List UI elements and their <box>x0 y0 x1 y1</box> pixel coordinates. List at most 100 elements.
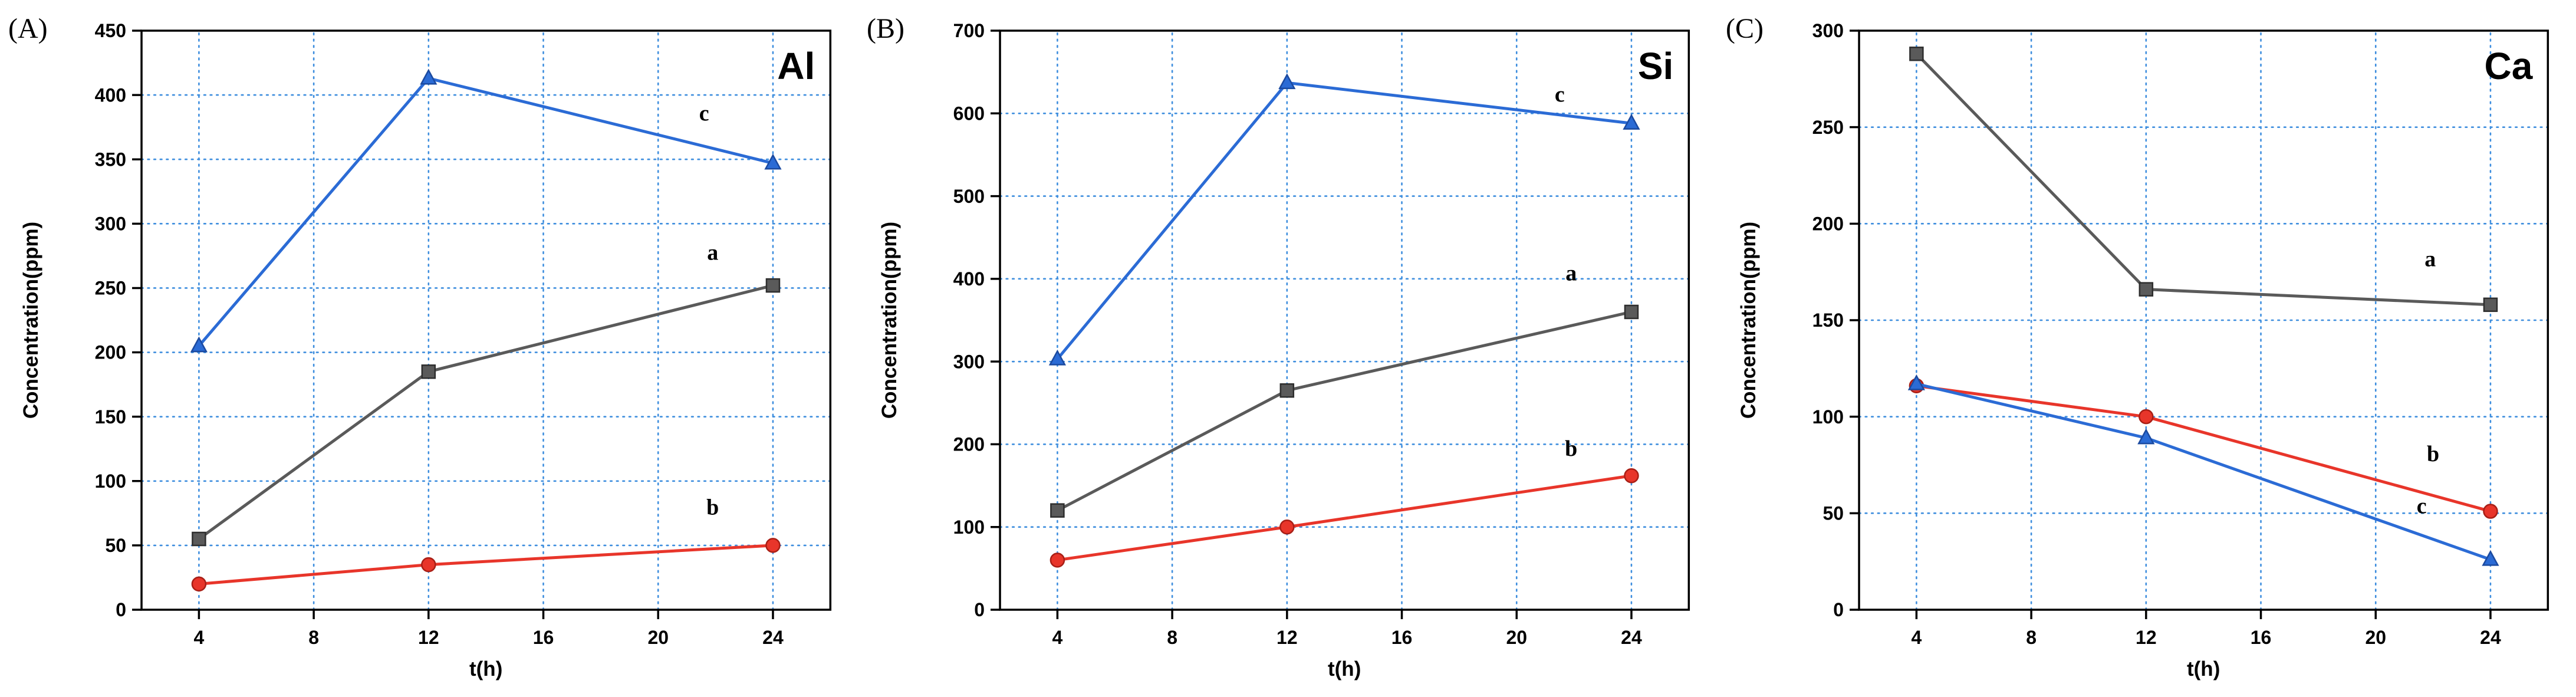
series-a-markers <box>1050 304 1639 518</box>
marker-triangle-icon <box>2137 428 2155 445</box>
series-c-markers <box>1049 73 1640 366</box>
y-tick-label: 250 <box>1812 117 1843 138</box>
y-tick-label: 150 <box>1812 310 1843 331</box>
x-tick-label: 24 <box>2480 627 2501 648</box>
marker-triangle-icon <box>1049 349 1067 366</box>
marker-circle-icon <box>1279 519 1295 535</box>
marker-square-icon <box>765 278 781 293</box>
marker-triangle-icon <box>420 68 437 85</box>
y-tick-label: 100 <box>1812 406 1843 428</box>
panel-background <box>858 0 1718 697</box>
chart-panel-ca: 4 8 12 16 20 24 0 50 100 150 200 250 300 t(h) Concentr… <box>1717 0 2576 697</box>
tick-labels: 4 8 12 16 20 24 0 50 100 150 200 250 300 <box>1812 20 2501 648</box>
marker-square-icon <box>1279 383 1295 398</box>
y-tick-label: 50 <box>1822 503 1844 524</box>
panel-label: (C) <box>1726 13 1764 44</box>
series-b-label: b <box>2427 442 2439 466</box>
marker-square-icon <box>1909 47 1924 61</box>
marker-triangle-icon <box>190 336 208 353</box>
series-c-label: c <box>2416 494 2426 518</box>
axis-ticks <box>991 29 1633 619</box>
axis-ticks <box>1849 29 2492 619</box>
y-axis-label: Concentration(ppm) <box>1737 222 1760 419</box>
marker-circle-icon <box>2482 504 2498 519</box>
series-a-markers <box>192 278 781 547</box>
panel-label: (B) <box>867 13 904 44</box>
series-b-label: b <box>1565 436 1577 461</box>
y-axis-label: Concentration(ppm) <box>878 222 901 419</box>
marker-triangle-icon <box>764 153 782 170</box>
plot-frame <box>140 29 832 611</box>
marker-square-icon <box>2483 297 2498 313</box>
marker-circle-icon <box>1050 553 1065 568</box>
x-tick-label: 24 <box>762 627 784 648</box>
series-b-label: b <box>706 495 719 520</box>
chart-title: Si <box>1638 45 1673 87</box>
marker-circle-icon <box>421 557 436 573</box>
y-tick-label: 100 <box>953 517 985 538</box>
marker-square-icon <box>2139 282 2153 297</box>
plot-frame <box>999 29 1690 611</box>
y-tick-label: 400 <box>953 268 985 290</box>
series-b-markers <box>191 538 781 592</box>
x-tick-label: 24 <box>1621 627 1642 648</box>
y-tick-label: 600 <box>953 103 985 124</box>
marker-square-icon <box>1050 503 1065 518</box>
series-c-markers <box>1907 374 2499 566</box>
chart-panel-al: 4 8 12 16 20 24 0 50 100 150 200 250 300 350 400 450 t(h… <box>0 0 859 697</box>
marker-circle-icon <box>765 538 781 553</box>
x-axis-label: t(h) <box>2187 657 2220 680</box>
marker-square-icon <box>421 364 436 379</box>
x-tick-label: 12 <box>2136 627 2157 648</box>
chart-title: Ca <box>2484 45 2532 87</box>
x-axis-label: t(h) <box>469 657 502 680</box>
marker-circle-icon <box>191 576 207 592</box>
tick-labels: 4 8 12 16 20 24 0 100 200 300 400 500 600 700 <box>953 20 1642 648</box>
y-tick-label: 0 <box>116 599 126 620</box>
marker-triangle-icon <box>1623 114 1640 130</box>
y-tick-label: 100 <box>95 471 126 492</box>
chart-panel-si: 4 8 12 16 20 24 0 100 200 300 400 500 600 700 t(h) Conc… <box>858 0 1718 697</box>
y-tick-label: 0 <box>1833 599 1844 620</box>
panel-background <box>1717 0 2576 697</box>
y-tick-label: 300 <box>953 351 985 372</box>
x-tick-label: 4 <box>1052 627 1063 648</box>
marker-triangle-icon <box>1907 374 1925 390</box>
series-a-label: a <box>707 240 718 265</box>
y-axis-label: Concentration(ppm) <box>19 222 42 419</box>
series-b-markers <box>1050 468 1640 568</box>
series-c-label: c <box>1555 83 1565 107</box>
y-tick-label: 200 <box>1812 213 1843 235</box>
y-tick-label: 0 <box>975 599 985 620</box>
axis-ticks <box>132 29 774 619</box>
series-a-label: a <box>2424 246 2436 271</box>
chart-title: Al <box>777 45 815 87</box>
marker-circle-icon <box>2138 409 2154 425</box>
series-a-markers <box>1909 47 2498 313</box>
y-tick-label: 450 <box>95 20 126 41</box>
y-tick-label: 200 <box>95 342 126 363</box>
x-tick-label: 20 <box>647 627 669 648</box>
x-tick-label: 4 <box>194 627 205 648</box>
series-c-label: c <box>699 101 709 126</box>
tick-labels: 4 8 12 16 20 24 0 50 100 150 200 250 300 350 400 450 <box>95 20 784 648</box>
y-tick-label: 350 <box>95 149 126 170</box>
x-tick-label: 12 <box>1277 627 1298 648</box>
marker-square-icon <box>1624 304 1639 320</box>
y-tick-label: 500 <box>953 186 985 207</box>
y-tick-label: 50 <box>105 535 126 556</box>
marker-circle-icon <box>1624 468 1640 484</box>
x-tick-label: 16 <box>1391 627 1413 648</box>
series-c-markers <box>190 68 782 353</box>
y-tick-label: 250 <box>95 278 126 299</box>
x-tick-label: 20 <box>2365 627 2386 648</box>
y-tick-label: 150 <box>95 406 126 428</box>
y-tick-label: 400 <box>95 84 126 106</box>
y-tick-label: 700 <box>953 20 985 41</box>
x-tick-label: 16 <box>533 627 554 648</box>
panel-background <box>0 0 859 697</box>
x-tick-label: 4 <box>1911 627 1922 648</box>
x-tick-label: 12 <box>418 627 439 648</box>
series-a-label: a <box>1566 261 1577 286</box>
